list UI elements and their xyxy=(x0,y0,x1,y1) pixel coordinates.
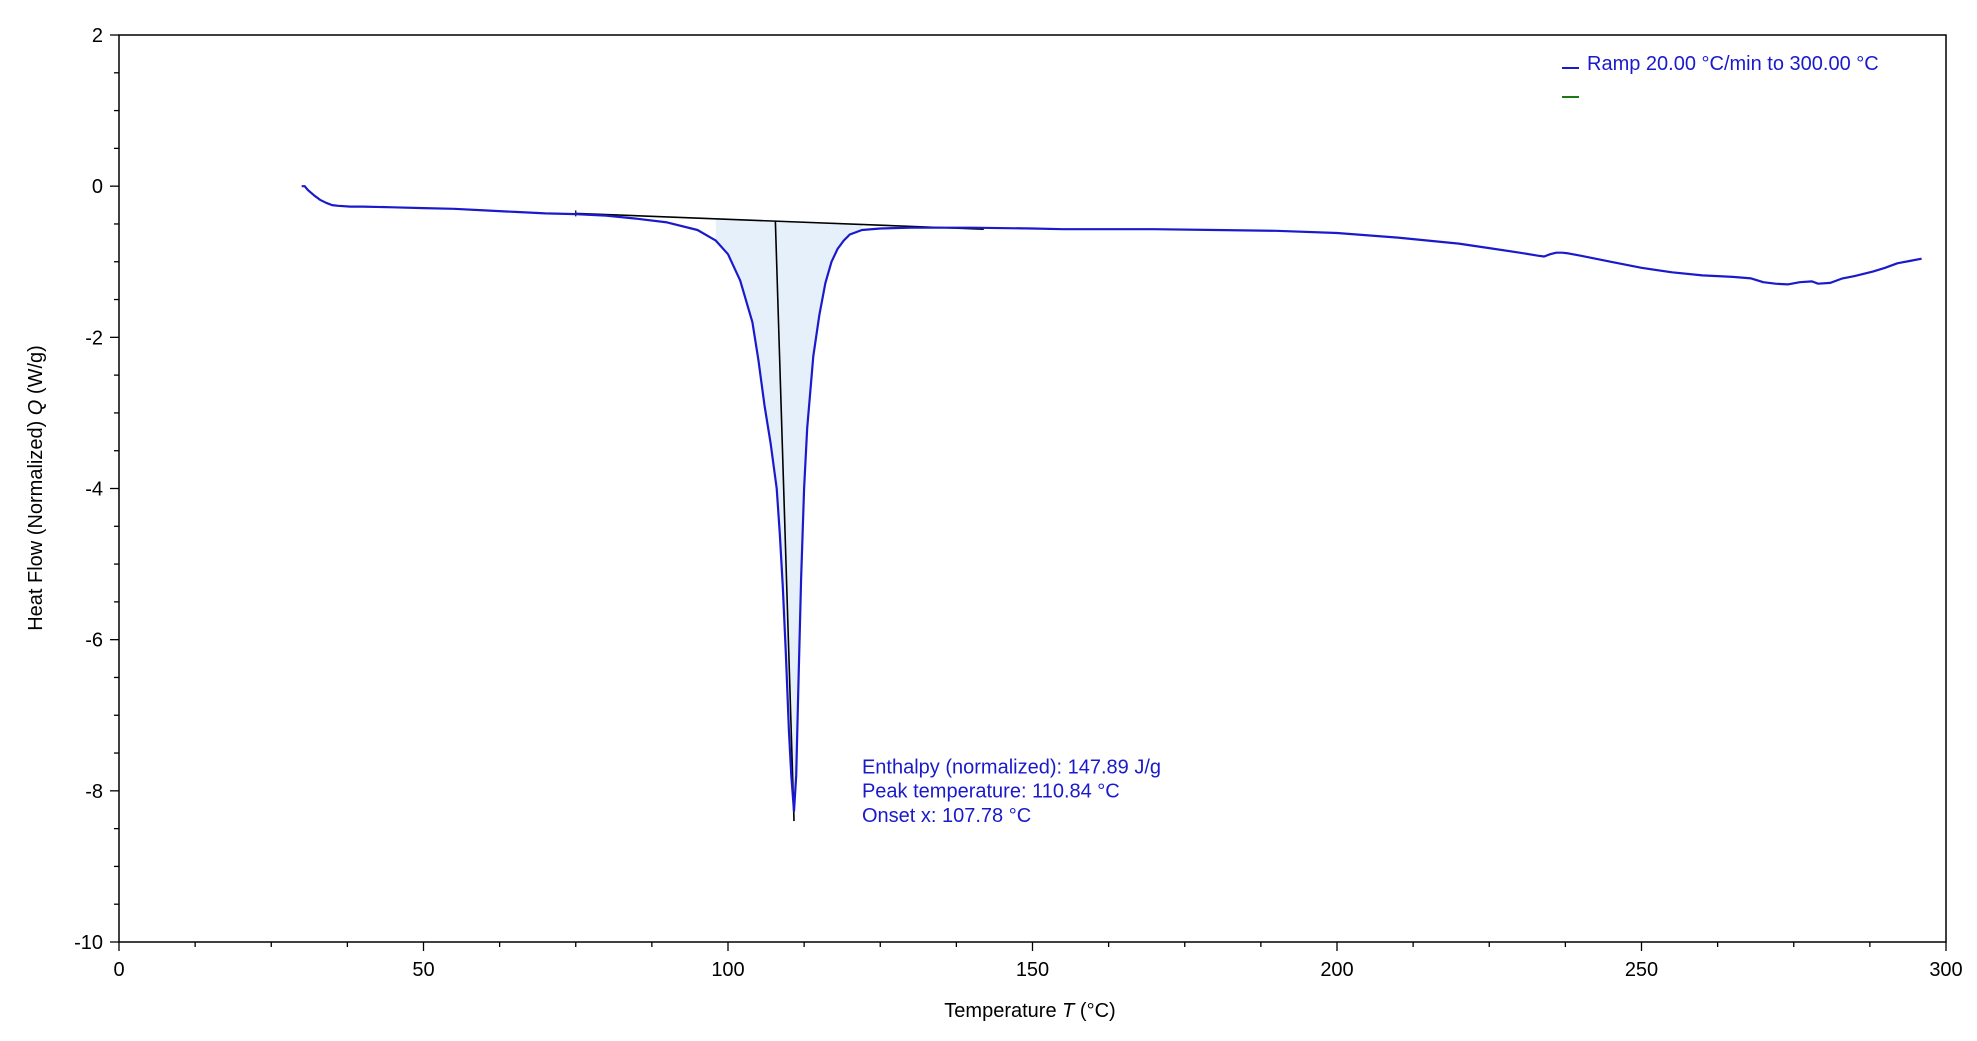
x-tick-label: 50 xyxy=(412,959,434,981)
x-axis-label-prefix: Temperature xyxy=(944,1000,1062,1022)
y-tick-label: -6 xyxy=(85,630,103,652)
x-tick-label: 300 xyxy=(1929,959,1962,981)
x-axis: 0 50 100 150 200 250 300 xyxy=(113,942,1963,981)
series-line-heat-flow xyxy=(301,185,1922,813)
plot-area xyxy=(118,34,1947,943)
peak-integration-area xyxy=(715,218,862,812)
x-axis-label-unit: (°C) xyxy=(1074,1000,1115,1022)
y-axis-label-unit: (W/g) xyxy=(25,345,47,399)
x-tick-label: 0 xyxy=(113,959,124,981)
peak-area-fill xyxy=(715,218,862,812)
x-tick-label: 100 xyxy=(711,959,744,981)
peak-annotation: Onset x: 107.78 °C xyxy=(862,805,1031,827)
annotations: Enthalpy (normalized): 147.89 J/g Peak te… xyxy=(862,756,1161,826)
x-tick-label: 200 xyxy=(1320,959,1353,981)
x-tick-label: 150 xyxy=(1016,959,1049,981)
y-tick-label: -8 xyxy=(85,781,103,803)
y-axis: 2 0 -2 -4 -6 -8 -10 xyxy=(74,25,119,954)
y-tick-label: -2 xyxy=(85,327,103,349)
y-axis-label-variable: Q xyxy=(25,400,47,416)
x-axis-label-variable: T xyxy=(1062,1000,1076,1022)
x-axis-label: Temperature T (°C) xyxy=(944,1000,1115,1022)
y-tick-label: -10 xyxy=(74,932,103,954)
y-axis-label: Heat Flow (Normalized) Q (W/g) xyxy=(25,345,47,631)
y-axis-label-prefix: Heat Flow (Normalized) xyxy=(25,415,47,631)
onset-tangent-line xyxy=(774,221,795,822)
y-tick-label: -4 xyxy=(85,479,103,501)
y-tick-label: 0 xyxy=(92,176,103,198)
legend: Ramp 20.00 °C/min to 300.00 °C xyxy=(1562,53,1879,98)
y-tick-label: 2 xyxy=(92,25,103,47)
series-layer xyxy=(301,185,1922,813)
peak-annotation: Peak temperature: 110.84 °C xyxy=(862,781,1120,803)
legend-label: Ramp 20.00 °C/min to 300.00 °C xyxy=(1587,53,1879,75)
peak-annotation: Enthalpy (normalized): 147.89 J/g xyxy=(862,756,1161,778)
x-tick-label: 250 xyxy=(1625,959,1658,981)
